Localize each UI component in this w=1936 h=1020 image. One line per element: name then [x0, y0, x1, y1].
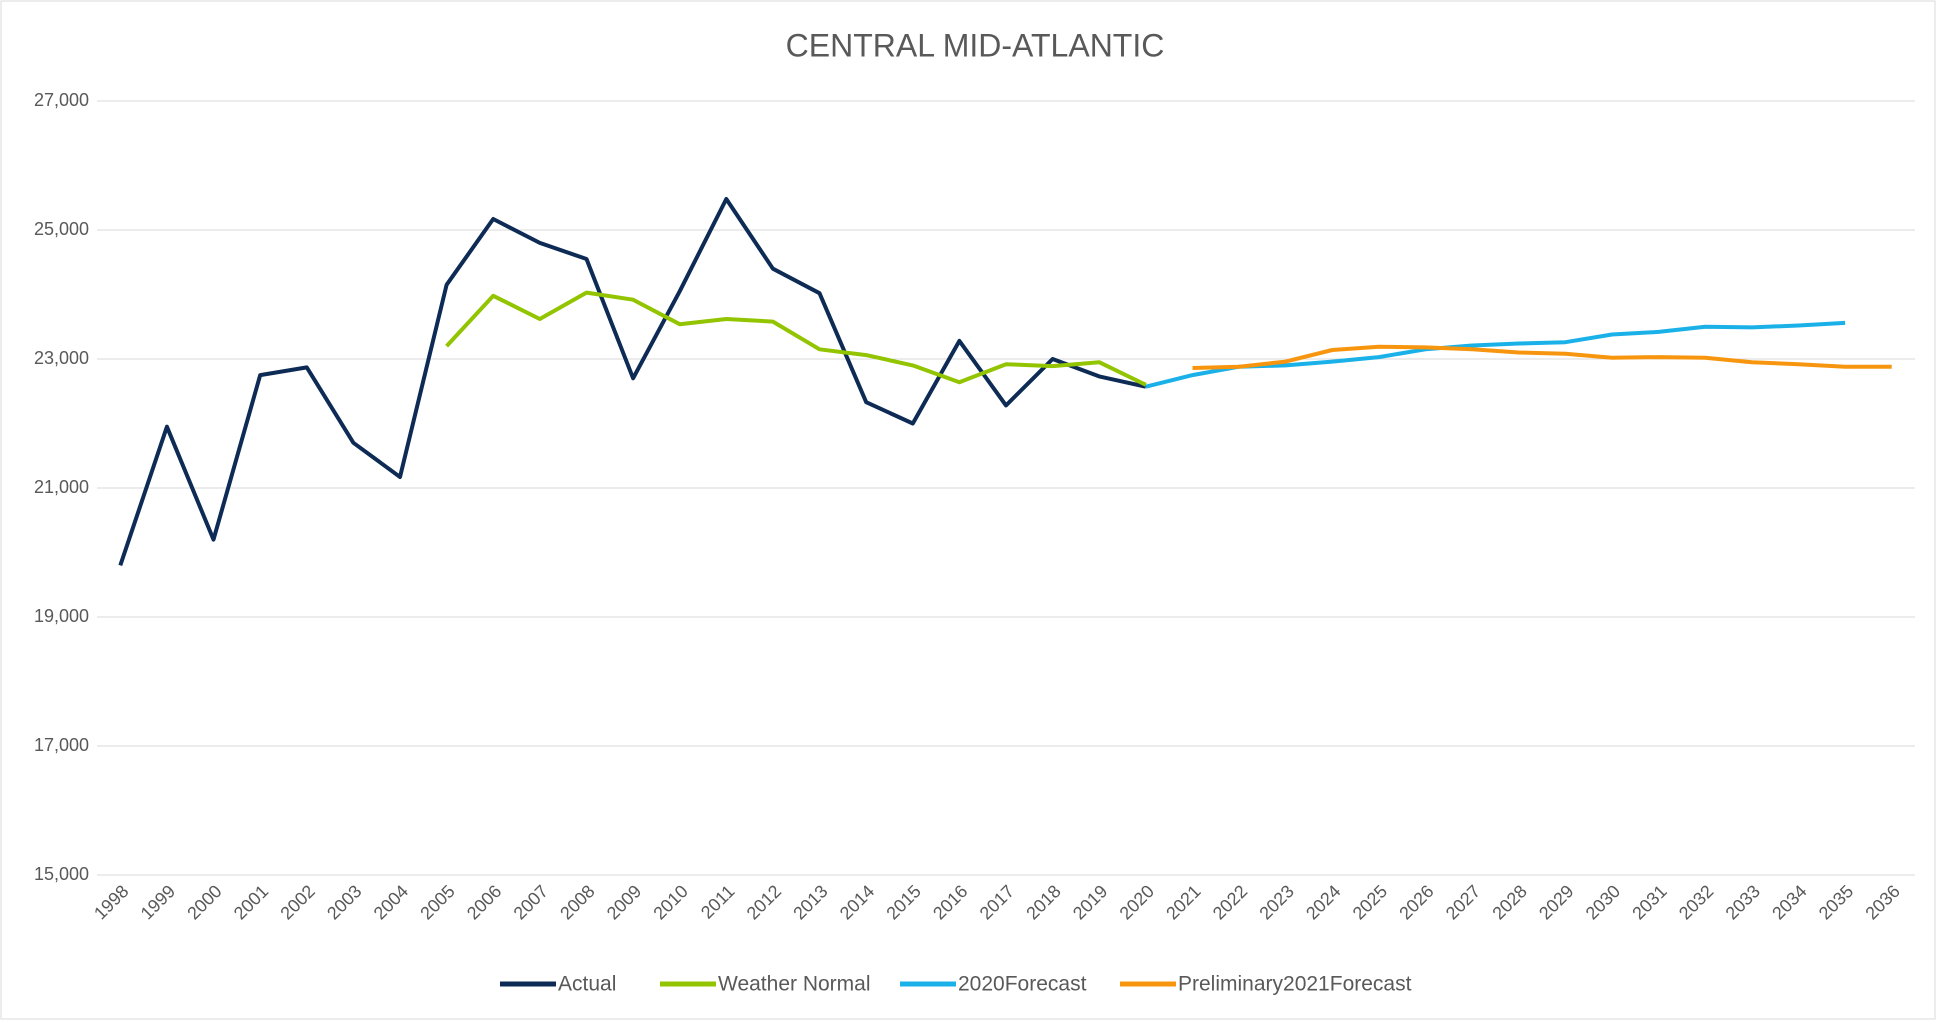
series-line [1192, 344, 1892, 370]
y-tick-label: 21,000 [34, 477, 89, 497]
y-tick-label: 27,000 [34, 90, 89, 110]
y-tick-label: 15,000 [34, 864, 89, 884]
legend-label: Weather Normal [718, 973, 871, 996]
y-tick-label: 19,000 [34, 606, 89, 626]
y-tick-label: 25,000 [34, 219, 89, 239]
series-line [445, 290, 1147, 387]
y-tick-label: 17,000 [34, 735, 89, 755]
y-tick-label: 23,000 [34, 348, 89, 368]
legend-label: Preliminary2021Forecast [1178, 973, 1412, 996]
chart-title: CENTRAL MID-ATLANTIC [786, 27, 1165, 63]
legend-label: Actual [558, 973, 616, 996]
series-line [118, 197, 1147, 567]
legend-label: 2020Forecast [958, 973, 1087, 996]
